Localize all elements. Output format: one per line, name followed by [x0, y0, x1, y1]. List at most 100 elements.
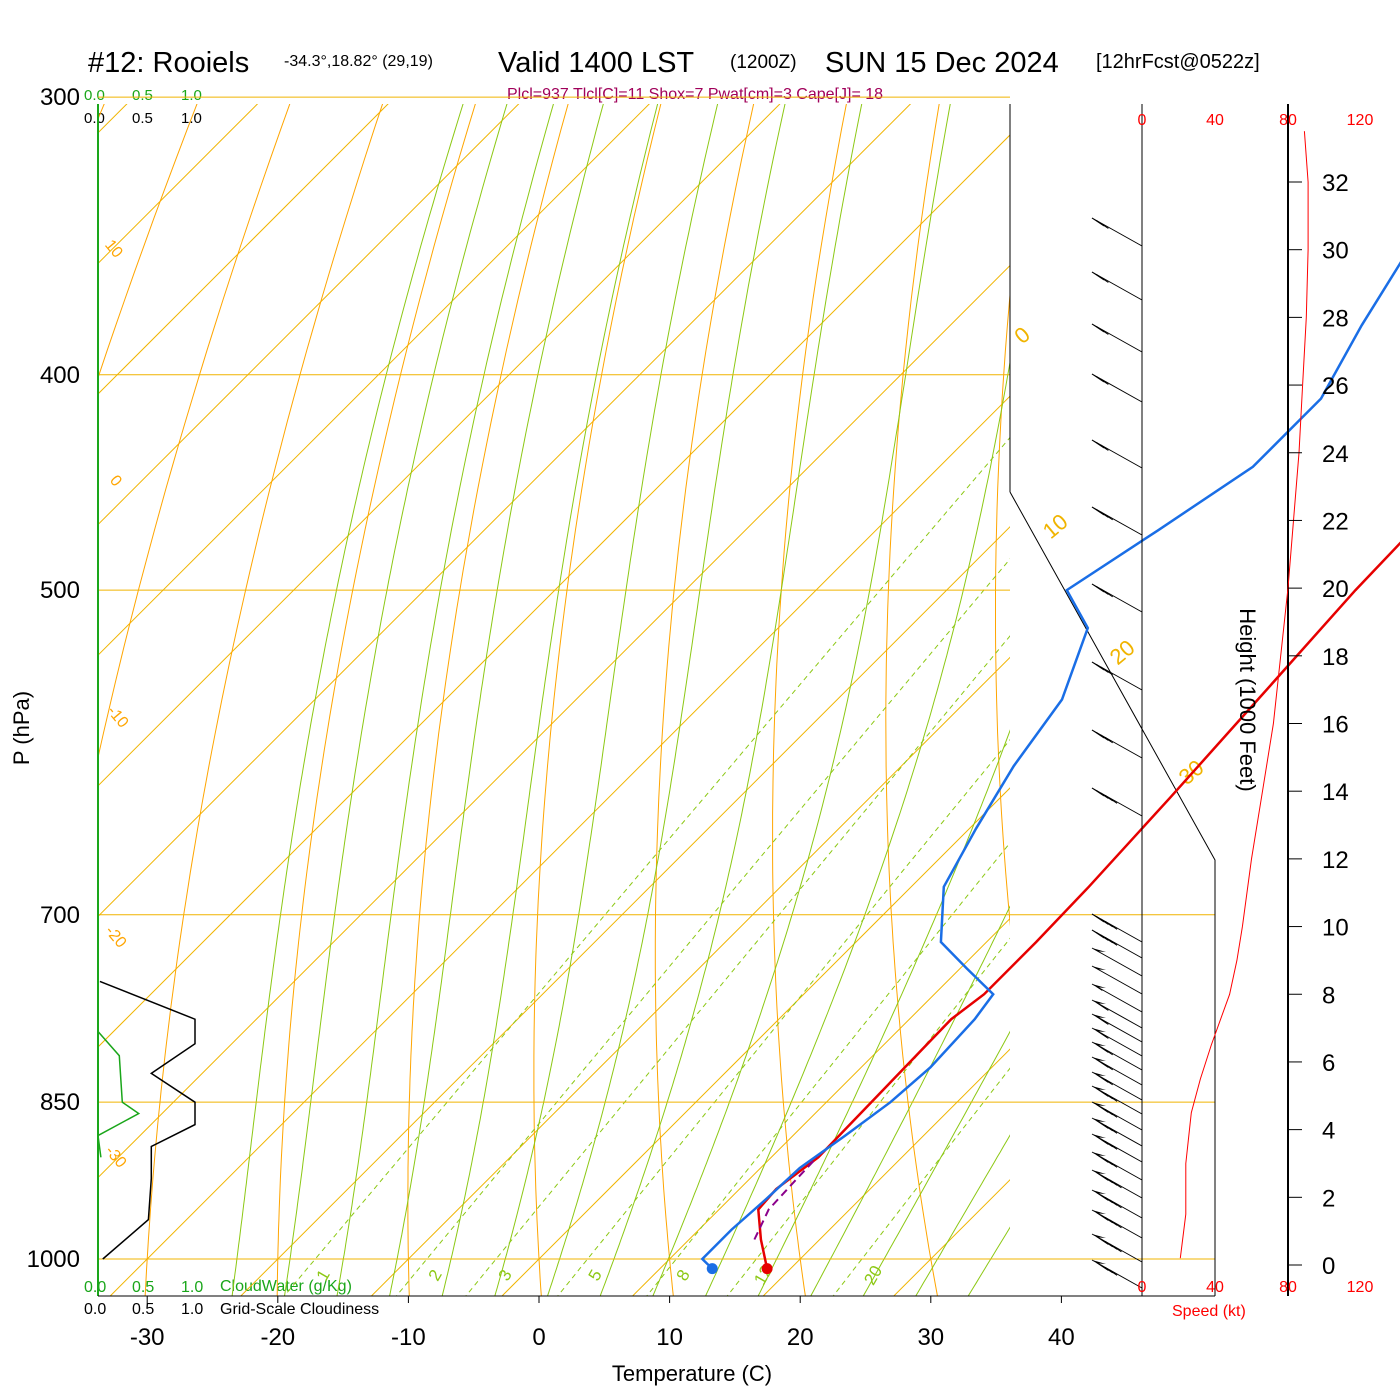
- moist-adiabat-line: [810, 905, 1010, 1296]
- wind-barb-full: [1096, 220, 1109, 229]
- cloud-water-tick: 1.0: [181, 1279, 203, 1296]
- wind-barb-flag: [1092, 1170, 1106, 1174]
- wind-barb-flag: [1092, 1134, 1106, 1138]
- cloud-water-tick: 1.0: [181, 87, 202, 104]
- wind-barb-half: [1104, 1078, 1112, 1084]
- wind-barb-flag: [1092, 1152, 1106, 1156]
- wind-barb-flag: [1092, 1042, 1106, 1046]
- wind-barb: [1091, 506, 1143, 536]
- wind-barb-full: [1096, 1002, 1109, 1011]
- wind-barb-flag: [1092, 1210, 1106, 1214]
- y-tick-label: 850: [40, 1089, 80, 1116]
- dry-adiabat-label: 10: [101, 237, 126, 262]
- title-coords: -34.3°,18.82° (29,19): [284, 53, 433, 70]
- temperature-surface-marker: [761, 1263, 773, 1275]
- wind-barb-flag: [1092, 1234, 1106, 1238]
- wind-barb-flag: [1092, 948, 1106, 952]
- isotherm-line: [98, 264, 1010, 1179]
- height-tick-label: 0: [1322, 1253, 1335, 1280]
- cloudiness-line: [99, 980, 196, 1260]
- dry-adiabat-label: -20: [102, 923, 130, 952]
- moist-adiabat-line: [862, 1030, 1010, 1296]
- wind-barb-full: [1096, 274, 1109, 283]
- isotherm-line: [98, 104, 389, 395]
- wind-barb-full: [1109, 1243, 1122, 1253]
- background-grid: [98, 0, 1400, 1306]
- y-tick-label: 400: [40, 362, 80, 389]
- wind-barb-flag: [1092, 1072, 1106, 1076]
- isotherm-line: [370, 656, 1010, 1296]
- mixing-ratio-label: 20: [860, 1262, 886, 1288]
- height-tick-label: 8: [1322, 982, 1335, 1009]
- height-tick-label: 10: [1322, 915, 1349, 942]
- wind-barb: [1091, 947, 1143, 977]
- height-tick-label: 24: [1322, 441, 1349, 468]
- dry-adiabat-line: [98, 104, 291, 760]
- dewpoint-surface-marker: [706, 1263, 718, 1275]
- height-tick-label: 2: [1322, 1185, 1335, 1212]
- moist-adiabat-line: [231, 104, 464, 1296]
- parcel-line: [753, 1156, 818, 1240]
- dry-adiabat-line: [885, 104, 940, 1296]
- wind-barb-flag: [1092, 966, 1106, 970]
- wind-barb: [1091, 965, 1143, 995]
- wind-barb-half: [1100, 1018, 1108, 1024]
- wind-barb: [1091, 729, 1143, 759]
- height-tick-label: 14: [1322, 779, 1349, 806]
- wind-barb-half: [1104, 736, 1112, 742]
- dry-adiabat-line: [1205, 0, 1337, 1306]
- wind-barb-full: [1100, 666, 1114, 676]
- wind-barb-flag: [1092, 1014, 1106, 1018]
- mixing-ratio-label: 8: [673, 1266, 694, 1284]
- wind-barb-half: [1109, 1269, 1116, 1275]
- wind-barb-half: [1109, 1161, 1116, 1167]
- moist-adiabat-line: [389, 104, 604, 1296]
- wind-barb: [1091, 271, 1143, 301]
- mixing-ratio-label: 5: [585, 1266, 606, 1284]
- x-tick-label: -30: [130, 1324, 165, 1351]
- mixing-ratio-line: [832, 1067, 1010, 1296]
- cloudiness-tick: 0.0: [84, 1301, 106, 1318]
- dry-adiabat-line: [533, 104, 662, 1296]
- pressure-axis: P (hPa) 2503004005007008501000: [9, 84, 80, 1273]
- cloud-water-tick: 0.0: [84, 87, 105, 104]
- cloud-water-tick: 0.0: [84, 1279, 106, 1296]
- wind-barb: [1091, 1027, 1143, 1057]
- wind-barb: [1091, 439, 1143, 469]
- dry-adiabat-label: -30: [102, 1143, 130, 1172]
- wind-barb-full: [1109, 1179, 1122, 1189]
- wind-barb-flag: [1092, 1000, 1106, 1004]
- cloud-water-line: [97, 1031, 141, 1158]
- x-tick-label: -20: [260, 1324, 295, 1351]
- wind-barb: [1091, 217, 1143, 247]
- wind-barb: [1091, 1259, 1143, 1289]
- dry-adiabat-line: [1305, 0, 1400, 1306]
- wind-barb-half: [1100, 378, 1108, 384]
- mixing-ratio-line: [395, 558, 1010, 1296]
- speed-tick-top: 80: [1279, 112, 1297, 129]
- mixing-ratio-line: [465, 635, 1010, 1296]
- y-tick-label: 300: [40, 84, 80, 111]
- height-tick-label: 4: [1322, 1118, 1335, 1145]
- wind-barb-flag: [1092, 1028, 1106, 1032]
- speed-tick-bottom: 0: [1138, 1279, 1147, 1296]
- wind-barb: [1091, 1085, 1143, 1115]
- x-tick-label: 0: [532, 1324, 545, 1351]
- isobar-lines: [98, 96, 1215, 1260]
- indices-text: Plcl=937 Tlcl[C]=11 Shox=7 Pwat[cm]=3 Ca…: [507, 86, 883, 103]
- height-tick-label: 20: [1322, 576, 1349, 603]
- x-tick-label: 30: [917, 1324, 944, 1351]
- height-tick-label: 18: [1322, 644, 1349, 671]
- wind-barb: [1091, 1101, 1143, 1131]
- cloud-water-tick: 0.5: [132, 1279, 154, 1296]
- dry-adiabat-line: [407, 104, 569, 1296]
- wind-barb: [1091, 1169, 1143, 1199]
- isotherm-line: [98, 104, 650, 656]
- wind-barb: [1091, 1189, 1143, 1219]
- height-tick-label: 30: [1322, 238, 1349, 265]
- isotherm-line: [240, 526, 1010, 1296]
- wind-barb-flag: [1092, 1086, 1106, 1090]
- height-tick-label: 22: [1322, 508, 1349, 535]
